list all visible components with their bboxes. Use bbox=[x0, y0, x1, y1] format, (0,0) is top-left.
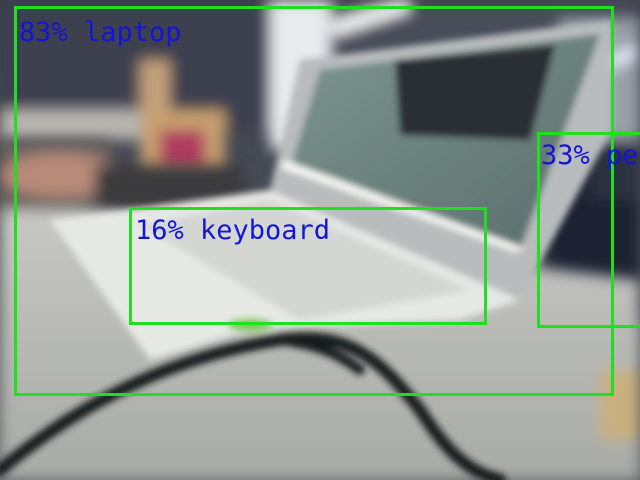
detection-label-keyboard: 16% keyboard bbox=[135, 215, 331, 246]
detection-label-laptop: 83% laptop bbox=[19, 17, 182, 48]
detection-box-laptop: 83% laptop bbox=[14, 6, 614, 396]
detection-box-person: 33% pe bbox=[537, 132, 640, 328]
detection-label-person: 33% pe bbox=[541, 140, 639, 171]
detection-box-keyboard: 16% keyboard bbox=[129, 207, 487, 325]
